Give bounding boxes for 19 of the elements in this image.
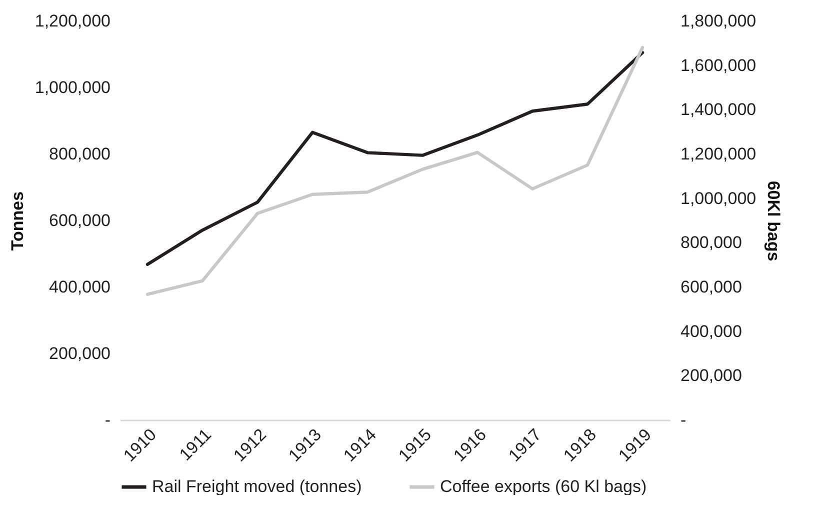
y2-tick-label: 800,000 [680, 233, 742, 252]
y-tick-label: - [104, 410, 110, 430]
y-tick-label: 1,000,000 [34, 78, 110, 97]
y-tick-label: 600,000 [49, 211, 110, 230]
y2-tick-label: 1,000,000 [680, 188, 756, 208]
y-tick-label: 1,200,000 [34, 12, 110, 30]
y2-tick-label: 200,000 [680, 366, 742, 386]
y-tick-label: 800,000 [49, 144, 110, 164]
y2-tick-label: 400,000 [680, 322, 742, 341]
y2-tick-label: 1,800,000 [680, 12, 756, 30]
y2-tick-label: 600,000 [680, 278, 742, 296]
y2-tick-label: 1,600,000 [680, 56, 756, 75]
y-tick-label: 200,000 [49, 344, 110, 363]
y-axis-title: Tonnes [8, 191, 27, 251]
y2-tick-label: - [680, 410, 686, 430]
y2-tick-label: 1,400,000 [680, 100, 756, 120]
y2-tick-label: 1,200,000 [680, 144, 756, 164]
y2-axis-title: 60Kl bags [764, 180, 784, 262]
y-tick-label: 400,000 [49, 278, 110, 296]
